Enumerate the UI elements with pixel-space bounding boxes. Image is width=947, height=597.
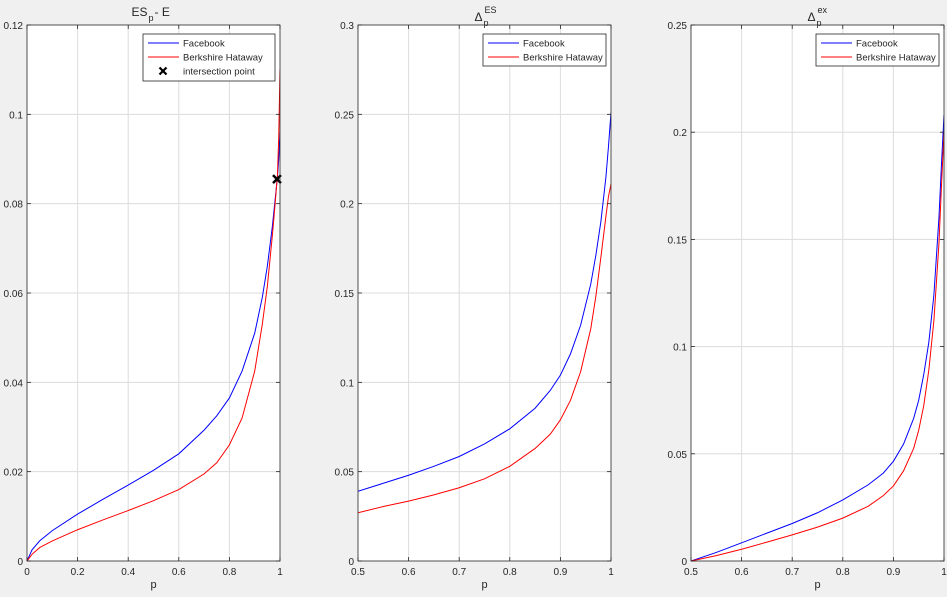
- y-tick-label: 0.08: [4, 200, 24, 211]
- title-subscript: p: [484, 18, 489, 28]
- legend-box: [815, 33, 940, 67]
- title-subscript: p: [149, 13, 154, 23]
- legend-entry: intersection point: [183, 67, 255, 78]
- title-subscript: p: [817, 18, 822, 28]
- x-tick-label: 0.9: [553, 567, 567, 578]
- legend-entry: Facebook: [183, 39, 225, 50]
- x-tick-label: 0.7: [785, 567, 799, 578]
- x-tick-label: 1: [941, 567, 947, 578]
- x-tick-label: 0.7: [452, 567, 466, 578]
- axes-box: [690, 24, 945, 562]
- legend: Facebook Berkshire Hataway intersection po…: [142, 33, 276, 82]
- x-tick-label: 0: [24, 567, 30, 578]
- x-tick-label: 0.6: [172, 567, 186, 578]
- y-tick-label: 0.2: [673, 128, 687, 139]
- y-tick-label: 0.15: [335, 289, 355, 300]
- y-tick-label: 0.05: [335, 468, 355, 479]
- x-tick-label: 0.8: [836, 567, 850, 578]
- legend-box: [482, 33, 607, 67]
- legend-entry: Facebook: [856, 39, 898, 50]
- series-line-facebook: [27, 132, 280, 561]
- x-tick-label: 0.5: [684, 567, 698, 578]
- chart-title: ES p - E: [132, 5, 170, 23]
- x-tick-label: 0.6: [735, 567, 749, 578]
- legend-entry: Facebook: [523, 39, 565, 50]
- y-tick-label: 0.1: [9, 110, 23, 121]
- x-tick-label: 0.2: [71, 567, 85, 578]
- x-tick-label: 0.8: [222, 567, 236, 578]
- legend-entry: Berkshire Hataway: [183, 53, 263, 64]
- legend-entry: Berkshire Hataway: [856, 53, 936, 64]
- chart-title: Δ ES p: [474, 5, 496, 28]
- title-main: Δ: [474, 10, 482, 24]
- y-tick-label: 0.06: [4, 289, 24, 300]
- y-tick-label: 0.1: [340, 378, 354, 389]
- x-tick-label: 0.9: [886, 567, 900, 578]
- series-line-facebook: [358, 112, 611, 492]
- series-line-berkshire: [27, 69, 280, 561]
- chart-panel-2: 0.5 0.6 0.7 0.8 0.9 100.050.10.150.20.250.3pΔ…: [335, 5, 615, 591]
- x-tick-label: 0.5: [351, 567, 365, 578]
- y-tick-label: 0.05: [668, 450, 688, 461]
- legend-entry: Berkshire Hataway: [523, 53, 603, 64]
- title-main: Δ: [807, 10, 815, 24]
- y-tick-label: 0.25: [335, 110, 355, 121]
- series-line-berkshire: [691, 132, 944, 561]
- legend-marker-icon: [158, 66, 168, 76]
- series-line-berkshire: [358, 183, 611, 514]
- y-tick-label: 0: [348, 557, 354, 568]
- x-axis-label: p: [481, 579, 487, 591]
- x-tick-label: 1: [608, 567, 614, 578]
- legend: Facebook Berkshire Hataway: [482, 33, 607, 67]
- y-tick-label: 0.25: [668, 21, 688, 32]
- x-tick-label: 1: [277, 567, 283, 578]
- x-tick-label: 0.8: [503, 567, 517, 578]
- y-tick-label: 0.3: [340, 21, 354, 32]
- title-superscript: ES: [485, 5, 497, 15]
- legend: Facebook Berkshire Hataway: [815, 33, 940, 67]
- plot-area: [691, 25, 944, 561]
- series-line-facebook: [691, 115, 944, 561]
- x-axis-label: p: [150, 579, 156, 591]
- y-tick-label: 0.04: [4, 378, 24, 389]
- x-tick-label: 0.6: [402, 567, 416, 578]
- y-tick-label: 0.1: [673, 343, 687, 354]
- title-superscript: ex: [818, 5, 828, 15]
- title-main: ES: [132, 5, 148, 19]
- title-tail: - E: [155, 5, 170, 19]
- y-tick-label: 0: [681, 557, 687, 568]
- y-tick-label: 0.12: [4, 21, 24, 32]
- y-tick-label: 0.2: [340, 200, 354, 211]
- y-tick-label: 0: [17, 557, 23, 568]
- x-axis-label: p: [814, 579, 820, 591]
- y-tick-label: 0.02: [4, 468, 24, 479]
- x-tick-label: 0.4: [121, 567, 135, 578]
- y-tick-label: 0.15: [668, 235, 688, 246]
- chart-panel-1: 0 0.2 0.4 0.6 0.8 100.020.040.060.080.10.12pE…: [4, 5, 284, 591]
